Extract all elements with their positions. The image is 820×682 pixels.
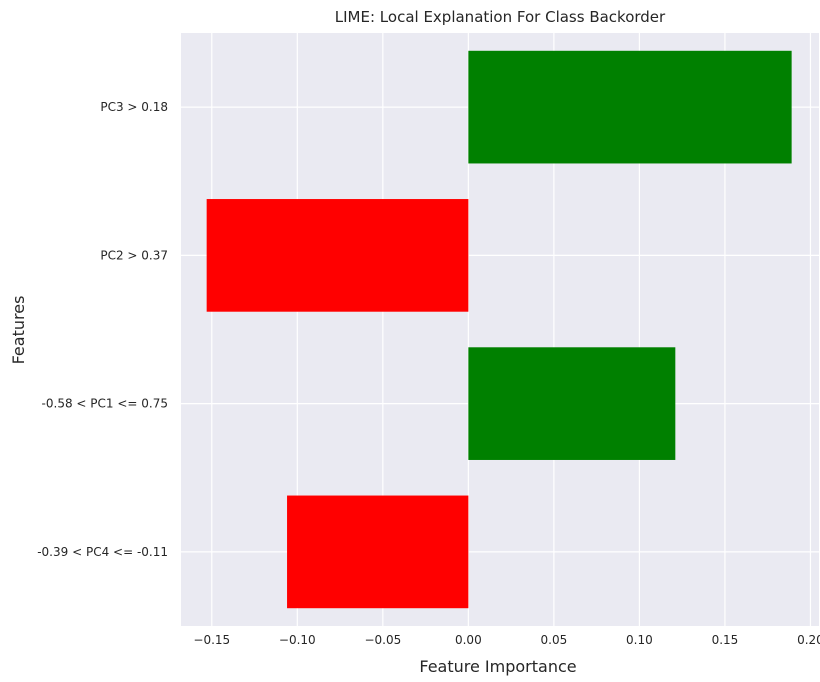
x-tick-label: −0.10 (279, 633, 316, 647)
x-axis-label: Feature Importance (419, 657, 576, 676)
chart-title: LIME: Local Explanation For Class Backor… (335, 8, 666, 26)
y-tick-label: PC2 > 0.37 (100, 248, 168, 262)
y-axis-label: Features (9, 296, 28, 365)
x-tick-label: 0.10 (626, 633, 653, 647)
bars (206, 50, 792, 609)
x-tick-label: 0.15 (712, 633, 739, 647)
bar-1 (468, 50, 792, 164)
y-tick-label: -0.58 < PC1 <= 0.75 (42, 397, 168, 411)
bar-2 (206, 199, 469, 312)
y-tick-label: -0.39 < PC4 <= -0.11 (37, 545, 168, 559)
x-tick-labels: −0.15 −0.10 −0.05 0.00 0.05 0.10 0.15 0.20 (193, 633, 820, 647)
x-tick-label: −0.05 (364, 633, 401, 647)
bar-4 (287, 495, 469, 609)
y-tick-label: PC3 > 0.18 (100, 100, 168, 114)
x-tick-label: −0.15 (193, 633, 230, 647)
x-tick-label: 0.00 (455, 633, 482, 647)
x-tick-label: 0.20 (797, 633, 820, 647)
y-tick-labels: PC3 > 0.18 PC2 > 0.37 -0.58 < PC1 <= 0.75 -… (37, 100, 168, 559)
bar-3 (468, 347, 676, 460)
x-tick-label: 0.05 (541, 633, 568, 647)
